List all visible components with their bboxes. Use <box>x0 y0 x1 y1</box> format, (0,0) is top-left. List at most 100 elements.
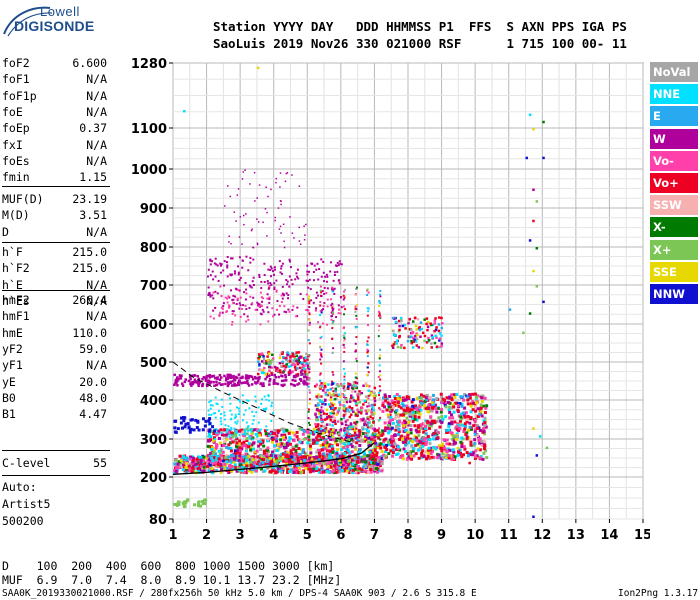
echo-point <box>303 359 306 363</box>
echo-point <box>233 270 236 273</box>
echo-point <box>177 466 181 470</box>
echo-point <box>351 396 355 399</box>
echo-point <box>233 416 236 419</box>
echo-point <box>435 397 439 401</box>
param-value: 6.600 <box>72 56 107 70</box>
echo-point <box>355 441 359 445</box>
echo-point <box>325 412 329 416</box>
echo-point <box>244 433 247 436</box>
echo-point <box>397 445 401 449</box>
echo-point <box>328 449 332 453</box>
param-row-foes: foEs N/A <box>2 154 107 170</box>
echo-point <box>343 453 347 457</box>
echo-point <box>384 450 388 454</box>
echo-point <box>424 396 428 400</box>
echo-point <box>307 438 310 441</box>
echo-point <box>370 424 373 428</box>
echo-point <box>277 375 280 379</box>
echo-point <box>281 285 284 288</box>
echo-point <box>228 441 232 445</box>
echo-point <box>243 291 246 294</box>
echo-point <box>453 420 457 424</box>
echo-point <box>216 403 219 406</box>
echo-point <box>348 415 352 419</box>
echo-point <box>422 455 426 459</box>
echo-point <box>387 408 391 412</box>
echo-point <box>385 448 389 452</box>
echo-point <box>327 383 330 386</box>
echo-point <box>273 273 276 276</box>
echo-point <box>344 412 348 416</box>
echo-point <box>243 223 245 226</box>
param-row-fof1p: foF1p N/A <box>2 89 107 105</box>
echo-point <box>260 457 264 461</box>
echo-point <box>179 459 183 463</box>
echo-point <box>301 469 305 473</box>
echo-point <box>353 421 356 424</box>
echo-point <box>473 392 477 396</box>
echo-point <box>473 428 477 432</box>
echo-point <box>342 344 345 347</box>
echo-point <box>279 200 282 202</box>
echo-point <box>356 393 359 396</box>
echo-point <box>437 431 441 435</box>
echo-point <box>363 422 366 426</box>
param-row-ye: yE 20.0 <box>2 375 107 391</box>
echo-point <box>332 454 336 458</box>
echo-point <box>522 331 525 335</box>
param-value: N/A <box>86 88 107 103</box>
echo-point <box>482 430 486 434</box>
echo-point <box>413 437 417 441</box>
echo-point <box>229 380 232 384</box>
echo-point <box>429 322 432 325</box>
echo-point <box>269 282 272 285</box>
echo-point <box>446 430 450 434</box>
echo-point <box>228 235 231 238</box>
echo-point <box>351 390 354 393</box>
echo-point <box>222 433 226 437</box>
echo-point <box>245 464 249 468</box>
echo-point <box>217 457 221 461</box>
echo-point <box>245 381 248 384</box>
echo-point <box>282 364 286 368</box>
echo-point <box>386 426 390 430</box>
echo-point <box>438 339 441 342</box>
echo-point <box>395 425 399 429</box>
echo-point <box>269 464 273 468</box>
echo-point <box>354 437 357 440</box>
echo-point <box>287 359 290 363</box>
echo-point <box>319 358 322 361</box>
echo-point <box>315 291 318 294</box>
echo-point <box>299 355 303 359</box>
echo-point <box>311 438 315 442</box>
echo-point <box>222 443 226 447</box>
echo-point <box>393 416 397 420</box>
echo-point <box>366 454 370 458</box>
echo-point <box>197 500 201 504</box>
echo-point <box>230 426 233 429</box>
echo-point <box>283 438 287 442</box>
echo-point <box>285 428 289 432</box>
echo-point <box>456 408 460 412</box>
echo-point <box>305 279 308 282</box>
param-row-fof1: foF1 N/A <box>2 72 107 88</box>
echo-point <box>319 471 323 475</box>
echo-point <box>261 439 265 443</box>
echo-point <box>235 383 239 387</box>
echo-point <box>330 311 333 314</box>
echo-point <box>227 469 231 473</box>
echo-point <box>266 446 270 450</box>
echo-point <box>483 416 487 420</box>
echo-point <box>412 412 416 416</box>
echo-point <box>347 387 350 391</box>
echo-point <box>307 435 311 439</box>
param-value: 55 <box>93 456 107 470</box>
echo-point <box>208 454 212 458</box>
echo-point <box>224 424 227 427</box>
echo-point <box>245 447 249 451</box>
echo-point <box>450 406 454 410</box>
echo-point <box>357 398 360 401</box>
echo-point <box>343 339 346 342</box>
echo-point <box>204 419 208 423</box>
echo-point <box>339 464 343 468</box>
